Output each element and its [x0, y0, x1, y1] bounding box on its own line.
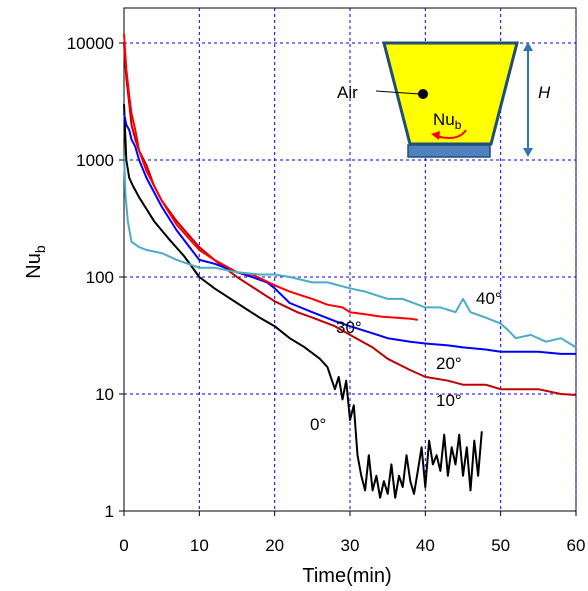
annotation-10deg: 10° [436, 391, 462, 410]
y-axis-label-main: Nu [23, 253, 45, 279]
annotation-30deg: 30° [336, 318, 362, 337]
inset-container [382, 41, 519, 146]
inset-height-arrow-top [523, 42, 533, 51]
y-axis-label-sub: b [32, 245, 48, 253]
y-tick-label: 100 [86, 268, 114, 287]
y-tick-label: 1000 [76, 151, 114, 170]
inset-air-leader [375, 90, 421, 95]
x-tick-label: 10 [190, 536, 209, 555]
y-tick-label: 10000 [67, 34, 114, 53]
x-tick-label: 30 [341, 536, 360, 555]
series-line-40deg [123, 155, 577, 349]
y-tick-label: 10 [95, 385, 114, 404]
y-tick-label: 1 [105, 502, 114, 521]
annotation-0deg: 0° [310, 415, 326, 434]
x-axis-label: Time(min) [302, 565, 391, 587]
series-group [123, 33, 577, 499]
inset-air-label: Air [337, 83, 358, 102]
annotation-20deg: 20° [436, 354, 462, 373]
y-axis-label: Nub [23, 245, 48, 279]
inset-nu-sub: b [455, 118, 462, 132]
inset-nu-label: Nub [433, 110, 462, 132]
annotation-40deg: 40° [476, 289, 502, 308]
x-tick-label: 0 [119, 536, 128, 555]
inset-height-label: H [538, 83, 551, 102]
inset-height-arrow-bottom [523, 148, 533, 157]
inset-base-plate [407, 144, 491, 158]
x-tick-label: 50 [491, 536, 510, 555]
y-ticks: 1 10 100 1000 10000 [67, 34, 124, 521]
series-line-0deg [123, 104, 483, 499]
x-tick-label: 40 [416, 536, 435, 555]
x-tick-label: 60 [567, 536, 586, 555]
inset-schematic: Air Nub H [337, 41, 551, 158]
x-ticks: 0 10 20 30 40 50 60 [119, 511, 585, 555]
series-line-20deg [123, 113, 576, 355]
x-tick-label: 20 [265, 536, 284, 555]
inset-heat-arrow [435, 129, 467, 139]
inset-air-point [418, 89, 428, 99]
inset-heat-arrowhead [431, 131, 440, 140]
inset-nu-main: Nu [433, 110, 455, 129]
